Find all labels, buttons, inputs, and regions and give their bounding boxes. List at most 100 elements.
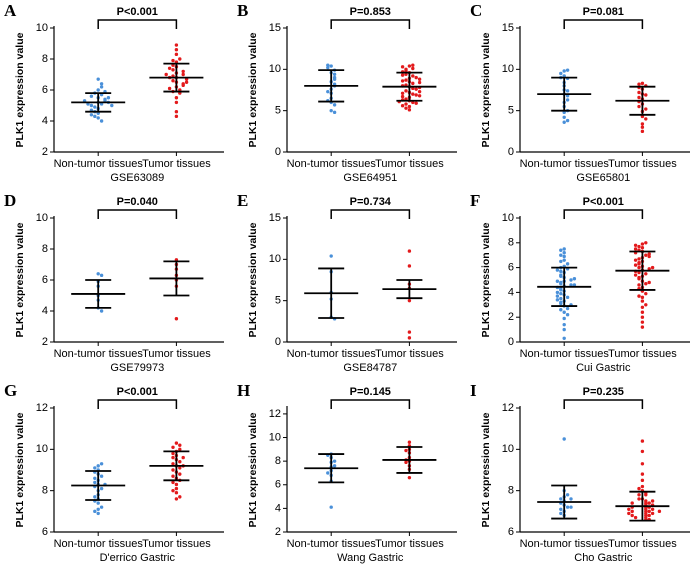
data-point (559, 253, 563, 257)
panel: D PLK1 expression value 2 4 6 8 10 Non-tumor ti… (4, 191, 224, 374)
data-point (326, 63, 330, 67)
data-point (93, 509, 97, 514)
data-point (400, 65, 405, 69)
panel: H PLK1 expression value 2 4 6 8 10 12 Non-tumor … (237, 381, 457, 564)
panel-label: G (4, 381, 17, 400)
data-point (404, 67, 408, 72)
data-point (414, 75, 418, 80)
y-tick-label: 8 (508, 485, 514, 497)
data-point (404, 106, 408, 110)
y-tick-label: 4 (508, 286, 514, 298)
data-point (644, 241, 648, 245)
data-point (332, 75, 337, 80)
significance-bracket (330, 19, 411, 29)
data-point (647, 267, 651, 271)
data-point (404, 448, 408, 453)
data-point (647, 509, 651, 514)
data-point (562, 251, 566, 255)
data-point (559, 280, 563, 285)
data-point (411, 66, 415, 71)
significance-bracket (563, 399, 644, 409)
data-point (96, 116, 100, 120)
data-point (174, 110, 179, 114)
data-point (332, 464, 337, 468)
data-point (174, 43, 179, 47)
data-point (555, 268, 560, 272)
data-point (332, 72, 337, 76)
data-point (174, 441, 179, 445)
significance-bracket (330, 209, 411, 219)
panel-label: A (4, 1, 17, 20)
data-point (565, 505, 570, 509)
data-point (565, 306, 570, 311)
x-tick-label: Tumor tissues (375, 538, 444, 550)
data-point (99, 486, 104, 491)
data-point (637, 90, 641, 95)
y-tick-label: 4 (42, 305, 48, 317)
data-point (572, 277, 577, 281)
x-axis-label: GSE84787 (343, 362, 397, 374)
data-point (99, 119, 104, 123)
y-tick-label: 5 (275, 295, 281, 307)
y-axis-label: PLK1 expression value (14, 222, 26, 337)
x-tick-label: Tumor tissues (375, 158, 444, 170)
data-point (637, 270, 641, 275)
data-point (329, 254, 333, 258)
y-tick-label: 10 (502, 212, 514, 224)
data-point (562, 327, 566, 332)
data-point (640, 295, 645, 300)
data-point (411, 63, 415, 67)
y-tick-label: 12 (269, 408, 281, 420)
data-point (411, 81, 415, 86)
data-point (637, 497, 641, 501)
data-point (414, 93, 418, 97)
data-point (171, 468, 175, 472)
data-point (565, 68, 570, 72)
data-point (640, 325, 645, 329)
data-point (178, 447, 182, 452)
data-point (559, 300, 563, 305)
data-point (559, 308, 563, 312)
data-point (326, 89, 330, 94)
data-point (96, 507, 100, 511)
y-tick-label: 8 (508, 237, 514, 249)
y-tick-label: 5 (275, 105, 281, 117)
data-point (96, 511, 100, 516)
data-point (407, 298, 412, 303)
x-tick-label: Non-tumor tissues (54, 158, 144, 170)
data-point (181, 455, 185, 460)
data-point (332, 103, 337, 107)
data-point (167, 66, 172, 71)
data-point (174, 497, 179, 501)
data-point (417, 94, 422, 98)
panel-label: B (237, 1, 248, 20)
x-tick-label: Non-tumor tissues (287, 158, 377, 170)
data-point (99, 82, 104, 86)
data-point (559, 274, 563, 278)
data-point (559, 497, 563, 501)
data-point (174, 52, 179, 57)
data-point (400, 91, 405, 96)
data-point (178, 460, 182, 464)
x-tick-label: Tumor tissues (375, 348, 444, 360)
data-point (559, 259, 563, 264)
data-point (637, 244, 641, 249)
data-point (417, 80, 422, 85)
data-point (171, 488, 175, 493)
data-point (407, 475, 412, 480)
data-point (414, 87, 418, 91)
data-point (657, 509, 662, 514)
x-tick-label: Non-tumor tissues (520, 348, 610, 360)
y-tick-label: 8 (42, 485, 48, 497)
y-tick-label: 8 (42, 243, 48, 255)
data-point (174, 114, 179, 119)
y-tick-label: 6 (508, 526, 514, 538)
p-value: P=0.734 (350, 196, 392, 208)
data-point (417, 89, 422, 94)
data-point (637, 283, 641, 287)
data-point (637, 104, 641, 109)
data-point (640, 484, 645, 489)
significance-bracket (97, 19, 178, 29)
data-point (644, 253, 648, 257)
